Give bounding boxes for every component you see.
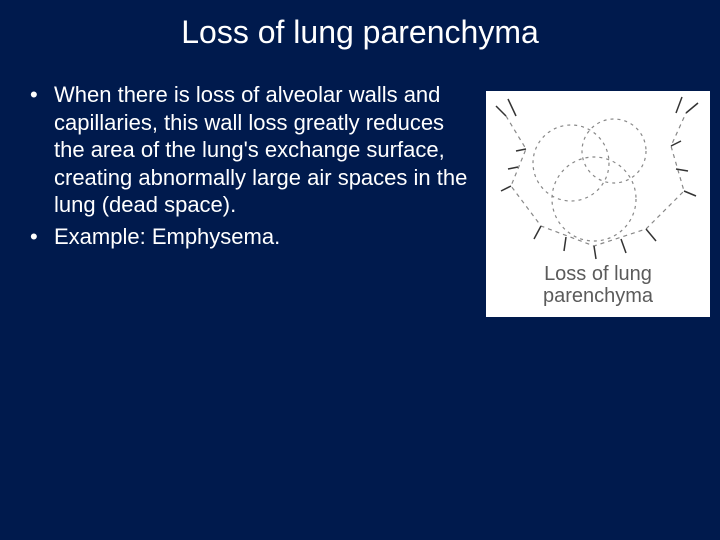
- diagram-bg: [486, 91, 710, 261]
- bullet-dot-icon: •: [30, 223, 54, 251]
- diagram-box: Loss of lung parenchyma: [486, 91, 710, 317]
- text-column: • When there is loss of alveolar walls a…: [30, 81, 476, 254]
- content-row: • When there is loss of alveolar walls a…: [0, 81, 720, 317]
- diagram-column: Loss of lung parenchyma: [486, 91, 710, 317]
- bullet-text: Example: Emphysema.: [54, 223, 476, 251]
- bullet-text: When there is loss of alveolar walls and…: [54, 81, 476, 219]
- bullet-item: • When there is loss of alveolar walls a…: [30, 81, 476, 219]
- bullet-item: • Example: Emphysema.: [30, 223, 476, 251]
- slide-title: Loss of lung parenchyma: [0, 0, 720, 81]
- bullet-dot-icon: •: [30, 81, 54, 219]
- lung-parenchyma-diagram: [486, 91, 710, 261]
- diagram-caption: Loss of lung parenchyma: [486, 261, 710, 317]
